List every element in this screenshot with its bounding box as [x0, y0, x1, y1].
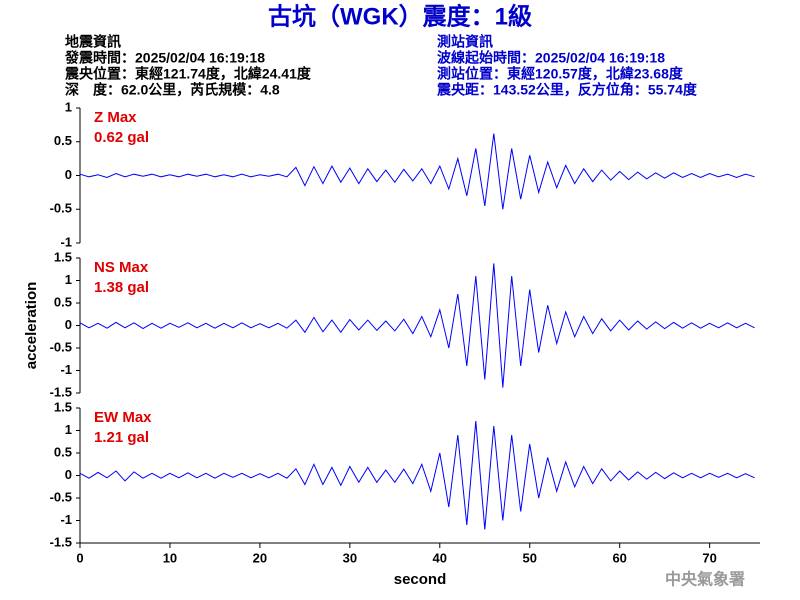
x-tick-label: 20 — [253, 550, 267, 565]
y-tick-label: 0 — [65, 317, 72, 332]
y-tick-label: 0.5 — [54, 133, 72, 148]
annotation: Z Max — [94, 109, 137, 126]
x-tick-label: 70 — [702, 550, 716, 565]
annotation: NS Max — [94, 259, 149, 276]
y-tick-label: -1 — [60, 362, 72, 377]
y-axis-label: acceleration — [23, 282, 40, 370]
annotation: 0.62 gal — [94, 129, 149, 146]
y-tick-label: -1 — [60, 512, 72, 527]
annotation: 1.21 gal — [94, 429, 149, 446]
x-tick-label: 10 — [163, 550, 177, 565]
x-tick-label: 60 — [612, 550, 626, 565]
y-tick-label: -0.5 — [50, 339, 72, 354]
x-tick-label: 40 — [433, 550, 447, 565]
y-tick-label: 1.5 — [54, 399, 72, 414]
x-tick-label: 50 — [523, 550, 537, 565]
y-tick-label: 0.5 — [54, 444, 72, 459]
info-line: 波線起始時間：2025/02/04 16:19:18 — [437, 50, 665, 66]
y-tick-label: 1 — [65, 422, 72, 437]
y-tick-label: 1 — [65, 99, 72, 114]
watermark: 中央氣象署 — [665, 570, 745, 589]
y-tick-label: -1.5 — [50, 534, 72, 549]
info-line: 發震時間：2025/02/04 16:19:18 — [64, 50, 265, 66]
info-line: 震央距：143.52公里，反方位角：55.74度 — [436, 82, 698, 98]
waveform — [79, 133, 755, 210]
y-tick-label: -0.5 — [50, 489, 72, 504]
y-tick-label: 0 — [65, 167, 72, 182]
waveform — [79, 421, 755, 530]
x-tick-label: 30 — [343, 550, 357, 565]
y-tick-label: -1.5 — [50, 384, 72, 399]
y-tick-label: -1 — [60, 234, 72, 249]
annotation: 1.38 gal — [94, 279, 149, 296]
y-tick-label: 1.5 — [54, 249, 72, 264]
info-line: 地震資訊 — [65, 34, 121, 50]
y-tick-label: 0.5 — [54, 294, 72, 309]
waveform — [79, 263, 755, 388]
y-tick-label: 1 — [65, 272, 72, 287]
annotation: EW Max — [94, 409, 152, 426]
y-tick-label: 0 — [65, 467, 72, 482]
info-line: 震央位置：東經121.74度，北緯24.41度 — [64, 66, 312, 82]
chart-title: 古坑（WGK）震度：1級 — [268, 2, 532, 30]
y-tick-label: -0.5 — [50, 201, 72, 216]
info-line: 測站資訊 — [437, 34, 493, 50]
info-line: 深 度：62.0公里，芮氏規模：4.8 — [65, 82, 280, 98]
info-line: 測站位置：東經120.57度，北緯23.68度 — [437, 66, 684, 82]
x-axis-label: second — [394, 571, 447, 588]
x-tick-label: 0 — [76, 550, 83, 565]
